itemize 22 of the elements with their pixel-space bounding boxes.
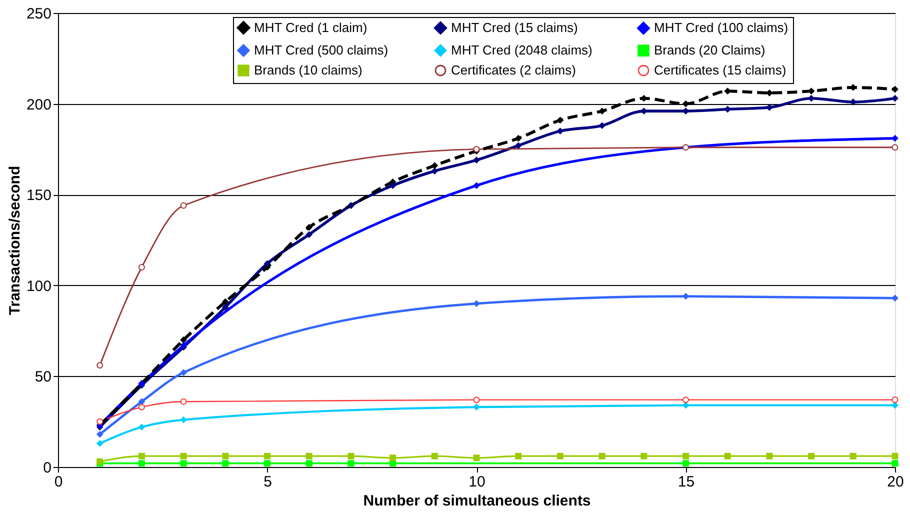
y-tick-label: 100 (26, 278, 52, 295)
x-tick-label: 0 (54, 474, 63, 490)
y-tick-label: 50 (34, 368, 52, 386)
x-tick-label: 15 (678, 474, 695, 490)
legend-label: Brands (20 Claims) (654, 42, 766, 58)
legend-label: Brands (10 claims) (254, 62, 362, 78)
legend-label: Certificates (15 claims) (654, 62, 786, 78)
y-tick-label: 0 (43, 460, 52, 476)
y-tick-label: 150 (26, 187, 52, 204)
y-tick-label: 250 (26, 6, 52, 22)
legend-label: MHT Cred (15 claims) (451, 20, 578, 35)
x-axis-title: Number of simultaneous clients (363, 492, 591, 510)
x-tick-label: 10 (468, 474, 486, 490)
y-tick-label: 200 (26, 96, 52, 114)
legend-label: MHT Cred (100 claims) (654, 20, 788, 36)
x-tick-label: 20 (887, 474, 904, 490)
y-axis-title: Transactions/second (6, 166, 24, 316)
legend-label: MHT Cred (500 claims) (254, 42, 388, 58)
legend-label: MHT Cred (1 claim) (254, 20, 368, 35)
legend-label: Certificates (2 claims) (451, 62, 576, 78)
legend-label: MHT Cred (2048 claims) (451, 42, 592, 58)
x-tick-label: 5 (264, 474, 272, 490)
